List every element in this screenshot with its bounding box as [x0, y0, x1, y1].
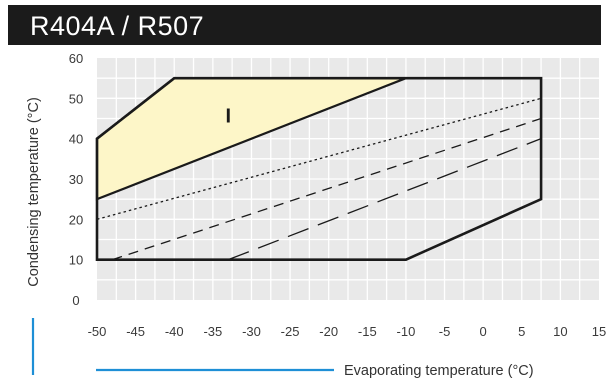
x-tick-label: -25 [281, 324, 300, 339]
reference-lines [96, 97, 542, 261]
x-tick-label: -5 [439, 324, 451, 339]
chart-title: R404A / R507 [30, 11, 205, 41]
x-tick-label: -10 [397, 324, 416, 339]
x-tick-label: 15 [592, 324, 606, 339]
x-axis-ticks: -50 -45 -40 -35 -30 -25 -20 -15 -10 -5 0 5 10 15 [88, 324, 607, 339]
x-axis-label: Evaporating temperature (°C) [344, 363, 534, 379]
region-label: I [226, 106, 232, 128]
x-tick-label: -20 [319, 324, 338, 339]
x-tick-label: -15 [358, 324, 377, 339]
x-tick-label: -40 [165, 324, 184, 339]
y-tick-label: 40 [69, 132, 83, 147]
y-tick-label: 60 [69, 51, 83, 66]
x-tick-label: -45 [126, 324, 145, 339]
operating-envelope: I [95, 76, 543, 261]
long-dash-line [228, 138, 542, 261]
x-tick-label: -30 [242, 324, 261, 339]
x-tick-label: 5 [518, 324, 525, 339]
title-bar: R404A / R507 [8, 5, 601, 45]
y-tick-label: 50 [69, 91, 83, 106]
short-dash-line [112, 117, 542, 261]
x-tick-label: 10 [553, 324, 567, 339]
x-tick-label: -35 [203, 324, 222, 339]
y-axis-ticks: 0 10 20 30 40 50 60 [69, 51, 83, 308]
y-tick-label: 10 [69, 253, 83, 268]
envelope-outline [95, 76, 543, 261]
y-tick-label: 20 [69, 212, 83, 227]
x-tick-label: -50 [88, 324, 107, 339]
x-tick-label: 0 [480, 324, 487, 339]
y-tick-label: 30 [69, 172, 83, 187]
y-tick-label: 0 [72, 293, 79, 308]
y-axis-label: Condensing temperature (°C) [26, 97, 42, 287]
